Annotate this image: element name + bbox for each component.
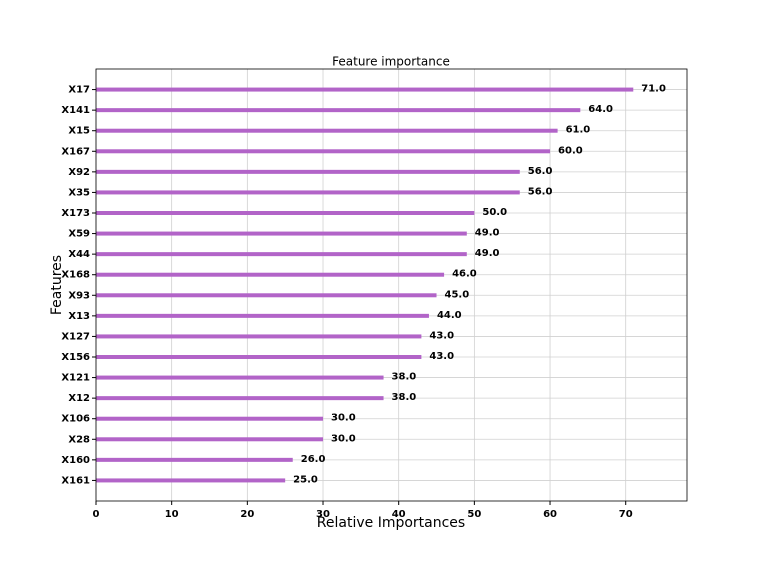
y-tick-label: X92 [68,167,90,178]
bar [96,149,551,154]
bar [96,169,520,174]
y-tick-label: X12 [68,393,90,404]
bar [96,87,634,92]
bar [96,190,520,195]
x-tick-label: 0 [93,509,100,520]
y-tick-label: X167 [61,146,90,157]
y-tick-label: X106 [61,414,90,425]
data-label: 25.0 [293,474,318,485]
y-tick-label: X173 [61,208,90,219]
bar [96,375,384,380]
data-label: 30.0 [331,413,356,424]
data-label: 49.0 [475,228,500,239]
data-label: 26.0 [301,454,326,465]
x-tick-label: 10 [165,509,179,520]
data-label: 71.0 [641,84,666,95]
data-label: 45.0 [445,289,470,300]
x-tick-label: 30 [316,509,330,520]
y-tick-label: X17 [68,85,90,96]
data-label: 44.0 [437,310,462,321]
y-tick-label: X168 [61,270,90,281]
data-label: 56.0 [528,186,553,197]
bar [96,437,324,442]
y-tick-label: X13 [68,311,90,322]
y-tick-label: X35 [68,187,90,198]
bar [96,231,467,236]
x-tick-label: 20 [240,509,254,520]
data-label: 56.0 [528,166,553,177]
y-tick-label: X93 [68,290,90,301]
bar [96,457,293,462]
x-tick-label: 40 [392,509,406,520]
bar [96,128,558,133]
chart-title: Feature importance [332,55,450,69]
bar [96,334,422,339]
y-tick-label: X28 [68,434,90,445]
bar [96,272,445,277]
y-tick-label: X160 [61,455,90,466]
y-tick-label: X44 [68,249,90,260]
data-label: 49.0 [475,248,500,259]
data-label: 46.0 [452,269,477,280]
bar [96,416,324,421]
bar [96,478,286,483]
y-tick-label: X156 [61,352,90,363]
y-tick-label: X161 [61,475,90,486]
x-tick-label: 50 [467,509,481,520]
bar [96,211,475,215]
data-label: 43.0 [429,351,454,362]
bar [96,355,422,359]
data-label: 30.0 [331,433,356,444]
bar [96,396,384,401]
data-label: 38.0 [392,392,417,403]
data-label: 43.0 [429,330,454,341]
y-tick-label: X121 [61,373,90,384]
bar [96,293,437,298]
data-label: 64.0 [588,104,613,115]
data-label: 60.0 [558,145,583,156]
y-tick-label: X59 [68,229,90,240]
bar [96,108,581,113]
plot-frame [95,68,688,502]
x-axis-label: Relative Importances [317,515,465,531]
data-label: 61.0 [566,125,591,136]
x-tick-label: 70 [619,509,633,520]
bar [96,313,429,318]
y-tick-label: X141 [61,105,90,116]
x-tick-label: 60 [543,509,557,520]
data-label: 38.0 [392,372,417,383]
bar [96,252,467,257]
y-axis-label: Features [49,255,65,315]
data-label: 50.0 [482,207,507,218]
y-tick-label: X15 [68,126,90,137]
y-tick-label: X127 [61,331,90,342]
